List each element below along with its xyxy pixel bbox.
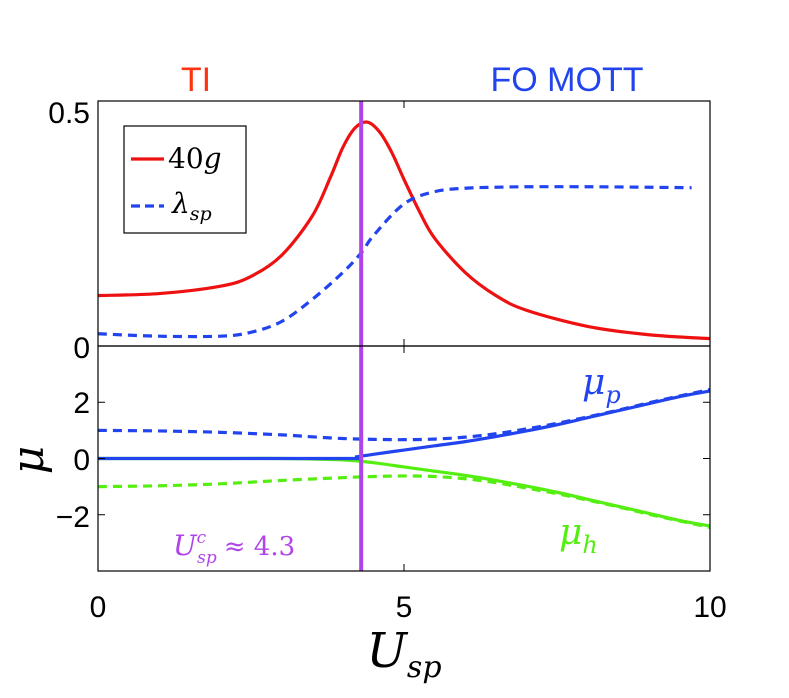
- bottom-series-1: [98, 388, 710, 442]
- phase-label-fo-mott: FO MOTT: [491, 61, 644, 99]
- bottom-ytick-label-2: 2: [73, 387, 90, 420]
- bottom-ytick-label-0: 0: [73, 444, 90, 477]
- x-tick-label-5: 5: [396, 591, 413, 624]
- legend-box: [123, 125, 247, 234]
- bottom-series-0: [354, 389, 710, 459]
- x-axis-label: Usp: [366, 623, 441, 685]
- axis-ticks: [97, 101, 711, 571]
- phase-label-ti: TI: [181, 61, 211, 99]
- bottom-ytick-label-neg2: −2: [56, 501, 90, 534]
- x-tick-label-10: 10: [693, 591, 726, 624]
- bottom-series-3: [98, 474, 710, 529]
- top-series-0: [98, 120, 710, 341]
- top-panel-series: [98, 120, 710, 341]
- legend-label-40g: 40g: [168, 142, 222, 175]
- x-tick-label-0: 0: [90, 591, 107, 624]
- legend-label-lambda-sp: λsp: [171, 187, 212, 225]
- y-axis-label-mu: μ: [3, 446, 54, 475]
- bottom-series-2: [98, 456, 710, 528]
- top-series-1: [98, 185, 692, 339]
- legend: 40g λsp: [123, 125, 247, 234]
- top-ytick-label-0: 0: [73, 332, 90, 365]
- series-label-mu-p: μp: [582, 362, 621, 409]
- critical-point-label: Uc sp ≈ 4.3: [173, 528, 295, 568]
- bottom-panel-series: [98, 388, 710, 529]
- top-ytick-label-0.5: 0.5: [48, 97, 90, 130]
- series-label-mu-h: μh: [559, 512, 598, 559]
